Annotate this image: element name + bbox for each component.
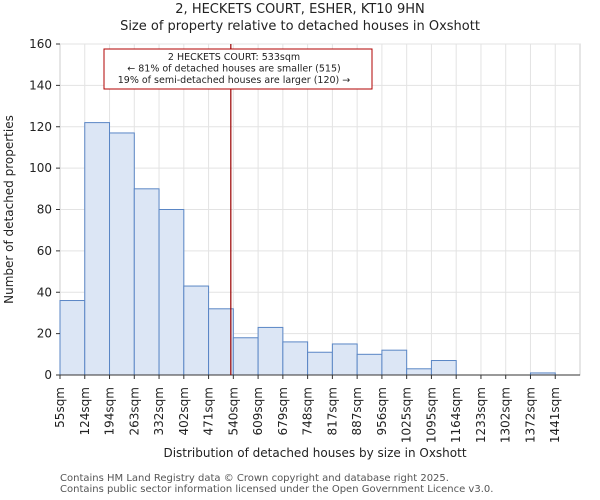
y-tick-label: 120 [29,120,52,134]
histogram-bar [381,349,408,376]
annotation-larger: 19% of semi-detached houses are larger (… [118,75,351,86]
y-tick-label: 80 [37,203,52,217]
footer-licence: Contains public sector information licen… [60,484,494,495]
x-tick-label: 1164sqm [449,387,463,443]
x-tick-label: 887sqm [350,387,364,435]
histogram-bar [257,326,284,376]
x-tick-label: 1302sqm [499,387,513,443]
annotation-smaller: ← 81% of detached houses are smaller (51… [127,64,340,75]
y-tick-label: 0 [44,368,52,382]
x-tick-label: 1233sqm [474,387,488,443]
x-tick-label: 609sqm [251,387,265,435]
y-tick-label: 20 [37,327,52,341]
histogram-bar [109,132,135,376]
histogram-bar [133,188,160,376]
x-tick-label: 1025sqm [400,387,414,443]
x-tick-label: 124sqm [78,387,92,435]
histogram-bar [430,360,457,376]
histogram-bar [282,341,309,376]
histogram-bar [158,209,185,376]
histogram-bar [208,308,234,376]
footer-copyright: Contains HM Land Registry data © Crown c… [60,473,449,484]
y-tick-label: 160 [29,37,52,51]
y-tick-label: 140 [29,78,52,92]
x-tick-label: 1095sqm [424,387,438,443]
x-tick-label: 956sqm [375,387,389,435]
histogram-bar [406,368,432,376]
histogram-bar [331,343,358,376]
x-tick-label: 194sqm [103,387,117,435]
y-tick-label: 40 [37,285,52,299]
annotation-title: 2 HECKETS COURT: 533sqm [168,52,300,63]
histogram-bar [356,353,383,376]
y-tick-label: 100 [29,161,52,175]
annotation-box [103,48,373,90]
histogram-bar [232,337,259,376]
x-tick-label: 332sqm [152,387,166,435]
x-tick-label: 1372sqm [523,387,537,443]
y-axis-label: Number of detached properties [2,115,16,304]
x-tick-label: 55sqm [53,387,67,428]
x-tick-label: 540sqm [226,387,240,435]
y-tick-label: 60 [37,244,52,258]
histogram-bar [183,285,210,376]
chart-subtitle: Size of property relative to detached ho… [120,19,480,34]
x-tick-label: 748sqm [301,387,315,435]
x-axis-label: Distribution of detached houses by size … [163,446,466,460]
x-tick-label: 263sqm [127,387,141,435]
histogram-bar [307,351,333,376]
x-tick-label: 1441sqm [548,387,562,443]
x-tick-label: 817sqm [325,387,339,435]
histogram-bar [59,300,86,376]
x-tick-label: 402sqm [177,387,191,435]
histogram-bar [84,122,111,376]
x-tick-label: 471sqm [202,387,216,435]
x-tick-label: 679sqm [276,387,290,435]
chart-title: 2, HECKETS COURT, ESHER, KT10 9HN [175,2,425,17]
